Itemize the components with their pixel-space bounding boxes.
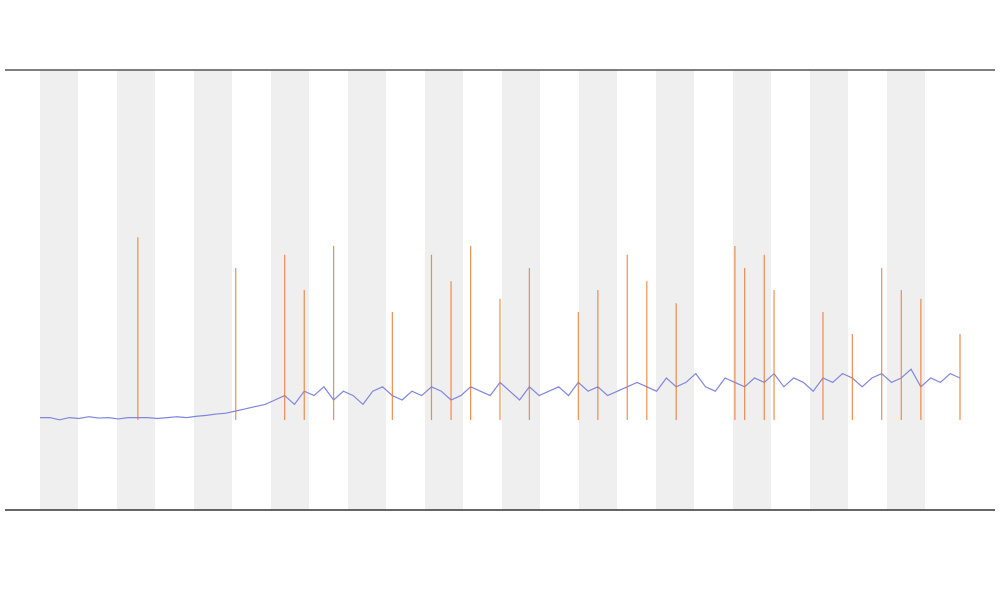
shade-band (117, 70, 155, 510)
shade-band (425, 70, 463, 510)
shade-band (348, 70, 386, 510)
shade-band (733, 70, 771, 510)
shade-band (656, 70, 694, 510)
shade-band (271, 70, 309, 510)
shade-band (887, 70, 925, 510)
shade-band (194, 70, 232, 510)
shade-band (40, 70, 78, 510)
shade-band (810, 70, 848, 510)
shade-band (502, 70, 540, 510)
